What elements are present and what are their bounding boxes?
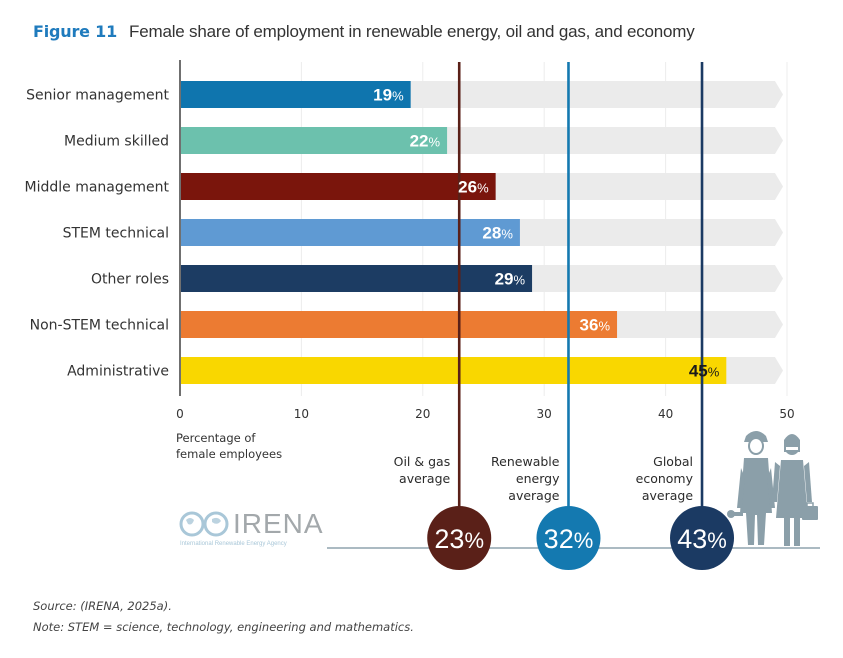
bar: [181, 127, 448, 154]
figure-number: Figure 11: [33, 22, 118, 41]
x-tick-label: 30: [537, 407, 552, 421]
figure-title: Figure 11 Female share of employment in r…: [33, 22, 695, 42]
category-labels: Senior management Medium skilled Middle ma…: [25, 88, 170, 380]
reference-circle: [427, 506, 492, 570]
women-workers-illustration-icon: [727, 431, 818, 546]
x-axis-label: Percentage of female employees: [176, 430, 282, 462]
bar: [181, 311, 618, 338]
bar-value-label: 19%: [373, 86, 404, 105]
percent-sign: %: [708, 365, 720, 380]
irena-subtitle: International Renewable Energy Agency: [180, 541, 287, 547]
x-tick-label: 10: [294, 407, 309, 421]
source-note: Source: (IRENA, 2025a).: [33, 599, 172, 613]
reference-label: Oil & gas: [394, 454, 451, 469]
reference-label: energy: [516, 471, 560, 486]
percent-sign: %: [464, 528, 484, 553]
category-label: Non-STEM technical: [30, 318, 169, 334]
bar-value-label: 29%: [495, 270, 526, 289]
reference-label: Renewable: [491, 454, 560, 469]
reference-label: average: [508, 488, 559, 503]
bar: [181, 173, 496, 200]
percent-sign: %: [501, 227, 513, 242]
percent-sign: %: [392, 89, 404, 104]
reference-circle: [670, 506, 735, 570]
bars: [181, 81, 727, 384]
category-label: STEM technical: [63, 226, 169, 242]
percent-sign: %: [513, 273, 525, 288]
bar-value-label: 28%: [482, 224, 513, 243]
category-label: Administrative: [67, 364, 169, 380]
irena-logo: IRENA International Renewable Energy Age…: [178, 508, 323, 547]
percent-sign: %: [707, 528, 727, 553]
x-tick-labels: 0 10 20 30 40 50: [176, 407, 794, 421]
percent-sign: %: [477, 181, 489, 196]
x-tick-label: 50: [779, 407, 794, 421]
bar-value-label: 22%: [410, 132, 441, 151]
stem-note: Note: STEM = science, technology, engine…: [33, 620, 414, 634]
reference-circle: [536, 506, 601, 570]
bar: [181, 81, 411, 108]
reference-label: economy: [636, 471, 694, 486]
x-tick-label: 0: [176, 407, 184, 421]
reference-value: 43%: [677, 524, 727, 554]
category-label: Other roles: [91, 272, 169, 288]
bar: [181, 357, 727, 384]
x-tick-label: 20: [415, 407, 430, 421]
reference-label: average: [642, 488, 693, 503]
category-label: Middle management: [25, 180, 170, 196]
bar-value-label: 36%: [580, 316, 611, 335]
category-label: Medium skilled: [64, 134, 169, 150]
reference-label: average: [399, 471, 450, 486]
globe-infinity-icon: [179, 511, 229, 537]
reference-value: 23%: [434, 524, 484, 554]
figure-title-text: Female share of employment in renewable …: [129, 22, 695, 41]
reference-lines: Oil & gas average 23% Renewable energy averag…: [394, 62, 735, 570]
bar: [181, 265, 533, 292]
bar-value-label: 45%: [689, 362, 720, 381]
percent-sign: %: [598, 319, 610, 334]
percent-sign: %: [574, 528, 594, 553]
irena-wordmark: IRENA: [233, 508, 324, 539]
category-label: Senior management: [26, 88, 169, 104]
bar-value-labels: 19% 22% 26% 28% 29% 36% 45%: [373, 86, 720, 381]
percent-sign: %: [429, 135, 441, 150]
bar: [181, 219, 520, 246]
reference-value: 32%: [544, 524, 594, 554]
reference-label: Global: [653, 454, 693, 469]
bar-value-label: 26%: [458, 178, 489, 197]
x-axis-label-line1: Percentage of: [176, 431, 256, 445]
x-tick-label: 40: [658, 407, 673, 421]
x-axis-label-line2: female employees: [176, 447, 283, 461]
